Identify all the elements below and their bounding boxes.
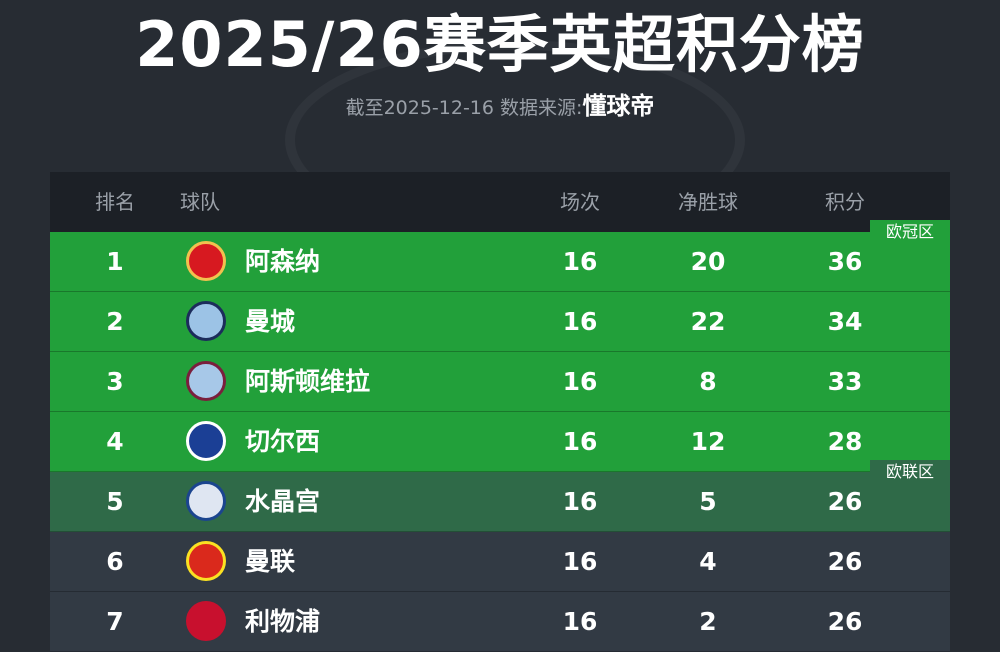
- played: 16: [562, 487, 598, 516]
- subtitle: 截至2025-12-16 数据来源:懂球帝: [0, 86, 1000, 121]
- team-name: 利物浦: [245, 607, 321, 636]
- table-row: 4 切尔西 16 12 28: [50, 412, 950, 472]
- table-row: 欧冠区 1 阿森纳 16 20 36: [50, 220, 950, 292]
- rank: 3: [106, 367, 124, 396]
- team-name: 水晶宫: [245, 487, 321, 516]
- points: 33: [827, 367, 863, 396]
- arsenal-crest-icon: [186, 241, 226, 281]
- table-row: 2 曼城 16 22 34: [50, 292, 950, 352]
- played: 16: [562, 427, 598, 456]
- rank: 4: [106, 427, 124, 456]
- team-name: 切尔西: [245, 427, 321, 456]
- played: 16: [562, 367, 598, 396]
- table-row: 欧联区 5 水晶宫 16 5 26: [50, 460, 950, 532]
- table-header: 排名 球队 场次 净胜球 积分: [50, 172, 950, 232]
- goal-difference: 12: [690, 427, 726, 456]
- crystal-palace-crest-icon: [186, 481, 226, 521]
- goal-difference: 8: [699, 367, 717, 396]
- header-gd: 净胜球: [678, 190, 738, 214]
- header-played: 场次: [560, 190, 600, 214]
- goal-difference: 4: [699, 547, 717, 576]
- points: 34: [827, 307, 863, 336]
- table-row: 7 利物浦 16 2 26: [50, 592, 950, 652]
- rank: 2: [106, 307, 124, 336]
- team-name: 曼联: [245, 547, 296, 576]
- played: 16: [562, 607, 598, 636]
- rank: 5: [106, 487, 124, 516]
- team-name: 阿斯顿维拉: [245, 367, 371, 396]
- played: 16: [562, 547, 598, 576]
- man-utd-crest-icon: [186, 541, 226, 581]
- played: 16: [562, 307, 598, 336]
- zone-tag-uel: 欧联区: [870, 460, 950, 484]
- man-city-crest-icon: [186, 301, 226, 341]
- points: 26: [827, 487, 863, 516]
- rank: 7: [106, 607, 124, 636]
- points: 26: [827, 547, 863, 576]
- header-rank: 排名: [95, 190, 135, 214]
- header-points: 积分: [825, 190, 865, 214]
- standings-table: 排名 球队 场次 净胜球 积分 欧冠区 1 阿森纳 16 20 36 2 曼城 …: [50, 172, 950, 652]
- team-name: 曼城: [245, 307, 296, 336]
- goal-difference: 2: [699, 607, 717, 636]
- table-row: 3 阿斯顿维拉 16 8 33: [50, 352, 950, 412]
- page-title: 2025/26赛季英超积分榜: [135, 8, 865, 81]
- chelsea-crest-icon: [186, 421, 226, 461]
- goal-difference: 22: [690, 307, 726, 336]
- source-name: 懂球帝: [582, 92, 655, 120]
- table-row: 6 曼联 16 4 26: [50, 532, 950, 592]
- points: 36: [827, 247, 863, 276]
- goal-difference: 5: [699, 487, 717, 516]
- points: 26: [827, 607, 863, 636]
- zone-tag-ucl: 欧冠区: [870, 220, 950, 244]
- rank: 1: [106, 247, 124, 276]
- liverpool-crest-icon: [186, 601, 226, 641]
- points: 28: [827, 427, 863, 456]
- rank: 6: [106, 547, 124, 576]
- aston-villa-crest-icon: [186, 361, 226, 401]
- goal-difference: 20: [690, 247, 726, 276]
- played: 16: [562, 247, 598, 276]
- date-source-label: 截至2025-12-16 数据来源:: [345, 97, 583, 119]
- header-team: 球队: [180, 190, 220, 214]
- team-name: 阿森纳: [245, 247, 321, 276]
